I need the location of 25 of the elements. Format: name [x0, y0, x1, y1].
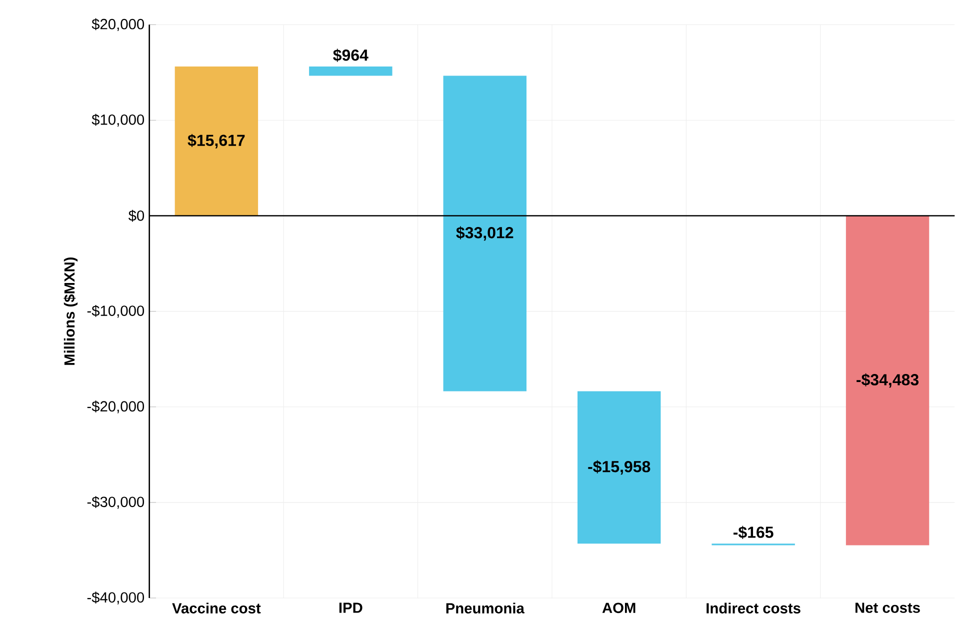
y-tick-label: -$10,000 — [87, 304, 144, 318]
y-tick-label: $0 — [128, 210, 144, 222]
y-tick-label: $20,000 — [92, 18, 144, 32]
data-label: -$165 — [733, 526, 774, 539]
y-tick-label: -$20,000 — [87, 400, 144, 414]
x-tick-label: Pneumonia — [446, 602, 524, 614]
y-tick-label: $10,000 — [92, 114, 144, 127]
data-label: -$15,958 — [588, 460, 650, 475]
data-label: -$34,483 — [856, 373, 919, 388]
x-tick-label: IPD — [339, 602, 362, 613]
bar — [443, 76, 526, 392]
y-tick-label: -$40,000 — [87, 592, 144, 604]
x-tick-label: Net costs — [856, 602, 920, 613]
x-tick-label: Indirect costs — [706, 602, 800, 614]
y-axis-title: Millions ($MXN) — [64, 257, 78, 365]
data-label: $15,617 — [188, 134, 245, 148]
bar — [578, 391, 661, 544]
y-tick-label: -$30,000 — [87, 496, 144, 509]
bar — [846, 216, 930, 546]
bar — [309, 66, 392, 76]
x-tick-label: Vaccine cost — [172, 602, 261, 614]
bar — [174, 66, 258, 216]
data-label: $964 — [333, 48, 368, 62]
x-tick-label: AOM — [602, 602, 636, 614]
data-label: $33,012 — [456, 226, 514, 241]
